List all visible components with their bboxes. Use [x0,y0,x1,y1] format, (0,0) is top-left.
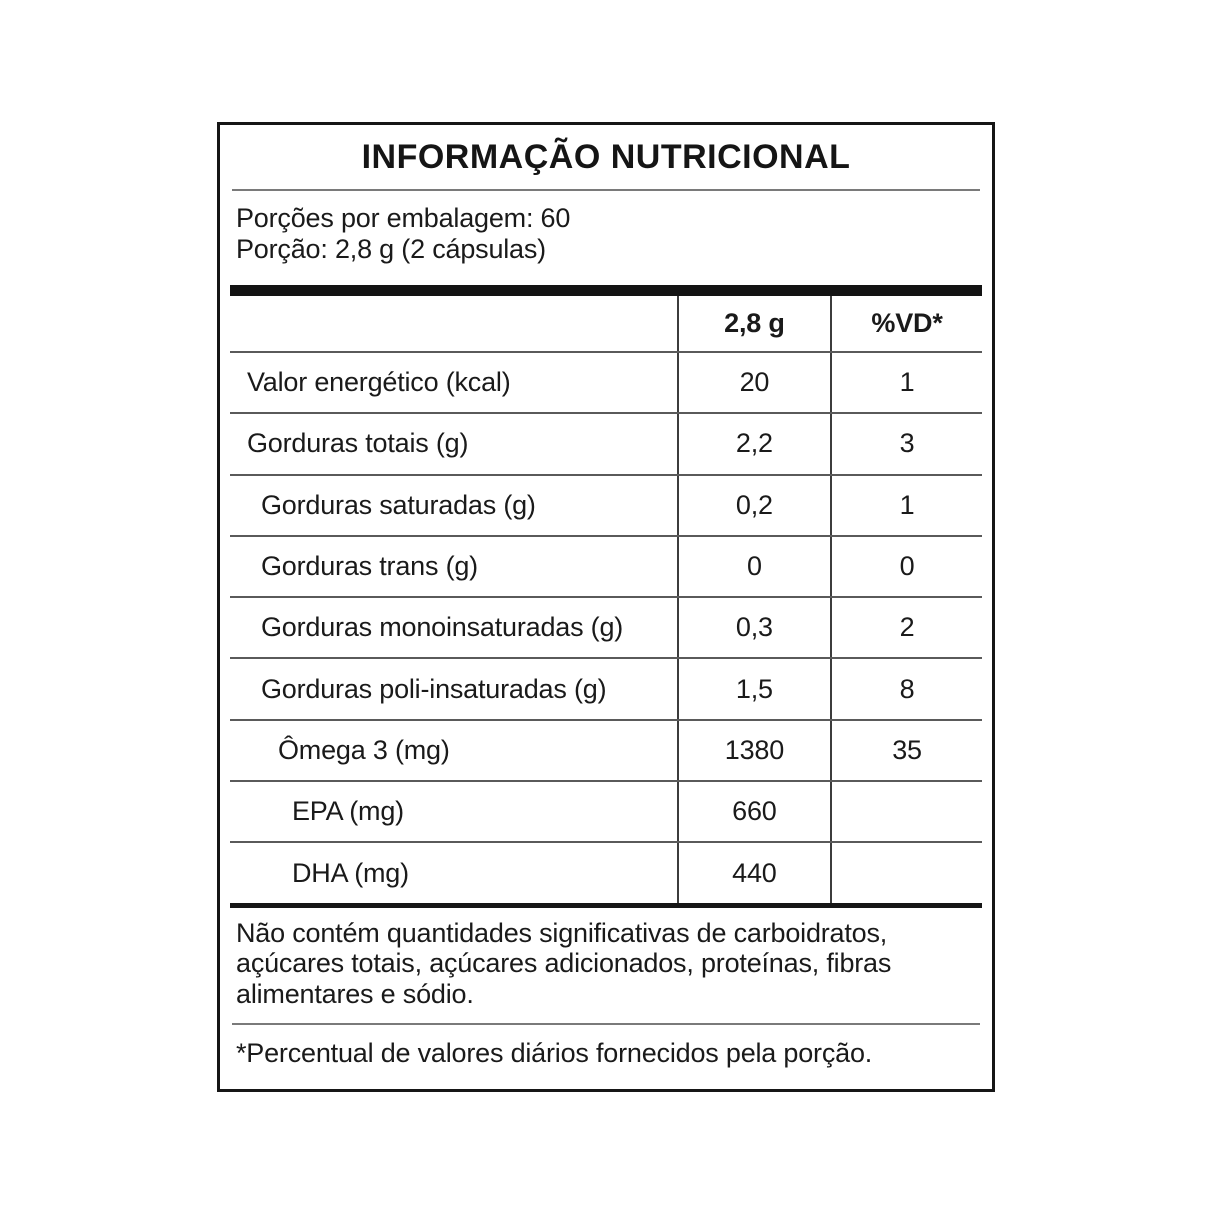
row-label: Ômega 3 (mg) [278,734,450,765]
row-vd: 8 [830,659,982,719]
row-label: Gorduras saturadas (g) [261,489,536,520]
row-amount: 660 [676,782,830,842]
row-vd: 35 [830,720,982,781]
daily-value-footnote: *Percentual de valores diários fornecido… [236,1037,873,1068]
row-amount: 0,3 [676,598,830,658]
row-vd: 0 [830,536,982,597]
table-row: DHA (mg) 440 [230,841,982,903]
row-label: Gorduras trans (g) [261,551,478,582]
serving-size: Porção: 2,8 g (2 cápsulas) [236,234,546,264]
page-title: INFORMAÇÃO NUTRICIONAL [361,137,851,176]
row-amount: 20 [676,353,830,413]
table-row: Gorduras monoinsaturadas (g) 0,3 2 [230,596,982,658]
row-amount: 440 [676,843,830,903]
header-empty-cell [230,296,677,351]
label-header: INFORMAÇÃO NUTRICIONAL [220,125,992,189]
table-row: Gorduras poli-insaturadas (g) 1,5 8 [230,657,982,719]
header-amount-cell: 2,8 g [676,296,830,351]
row-amount: 0 [676,536,830,597]
row-amount: 1,5 [676,659,830,719]
table-row: Gorduras totais (g) 2,2 3 [230,412,982,474]
header-vd-cell: %VD* [830,296,982,351]
table-row: EPA (mg) 660 [230,780,982,842]
footnote-divider [232,1022,980,1025]
no-significant-note: Não contém quantidades significativas de… [236,917,892,1009]
thick-separator-bar [230,285,982,296]
table-row: Ômega 3 (mg) 1380 35 [230,718,982,781]
row-label: Gorduras monoinsaturadas (g) [261,612,624,643]
servings-per-package: Porções por embalagem: 60 [236,203,571,233]
row-vd [830,782,982,842]
table-header-row: 2,8 g %VD* [230,296,982,351]
nutrition-table: 2,8 g %VD* Valor energético (kcal) 20 1 … [230,296,982,903]
row-label: Valor energético (kcal) [247,367,511,398]
title-divider [232,189,980,191]
table-row: Gorduras trans (g) 0 0 [230,534,982,597]
row-label: Gorduras poli-insaturadas (g) [261,673,607,704]
row-label: EPA (mg) [292,796,404,827]
row-vd [830,843,982,903]
row-label: DHA (mg) [292,857,409,888]
row-vd: 3 [830,414,982,474]
table-row: Valor energético (kcal) 20 1 [230,351,982,413]
nutrition-label: INFORMAÇÃO NUTRICIONAL Porções por embal… [217,122,995,1092]
row-label: Gorduras totais (g) [247,428,469,459]
serving-info: Porções por embalagem: 60 Porção: 2,8 g … [220,191,992,285]
row-vd: 2 [830,598,982,658]
row-amount: 2,2 [676,414,830,474]
row-amount: 0,2 [676,475,830,535]
table-row: Gorduras saturadas (g) 0,2 1 [230,473,982,535]
row-amount: 1380 [676,720,830,781]
table-bottom-rule [230,902,982,908]
row-vd: 1 [830,475,982,535]
row-vd: 1 [830,353,982,413]
